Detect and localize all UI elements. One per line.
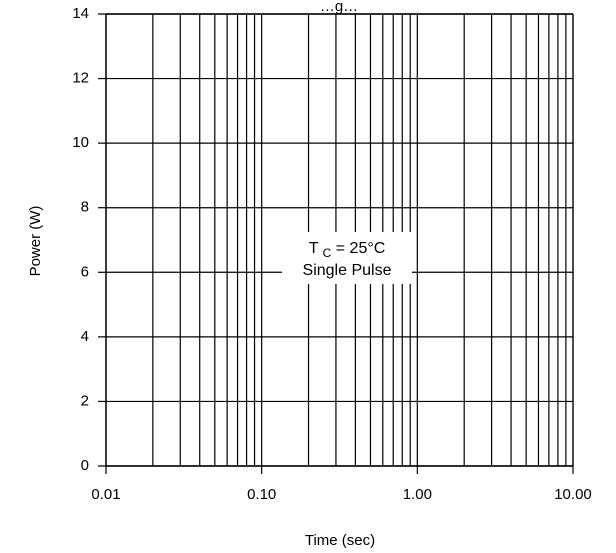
annotation-condition-value: = 25°C bbox=[336, 240, 386, 257]
y-axis-title: Power (W) bbox=[27, 206, 44, 277]
annotation-pulse-type: Single Pulse bbox=[303, 262, 392, 279]
y-tick-label: 8 bbox=[81, 199, 89, 216]
y-tick-label: 6 bbox=[81, 263, 89, 280]
annotation-background bbox=[282, 232, 412, 284]
x-tick-label: 10.00 bbox=[554, 486, 592, 503]
y-tick-label: 12 bbox=[72, 70, 89, 87]
x-tick-label: 0.01 bbox=[91, 486, 120, 503]
annotation-condition: T C = 25°C bbox=[309, 240, 386, 261]
y-tick-label: 0 bbox=[81, 457, 89, 474]
y-tick-label: 2 bbox=[81, 392, 89, 409]
y-tick-label: 10 bbox=[72, 134, 89, 151]
x-tick-label: 1.00 bbox=[403, 486, 432, 503]
annotation-subscript: C bbox=[323, 246, 332, 260]
x-axis-title: Time (sec) bbox=[305, 532, 375, 549]
plot-frame-layer bbox=[98, 13, 574, 474]
tick-label-layer: 0.01 0.10 1.00 10.00 0 2 4 6 8 10 12 14 bbox=[72, 5, 591, 503]
y-tick-label: 4 bbox=[81, 328, 89, 345]
annotation-t-symbol: T bbox=[309, 240, 319, 257]
chart-title: …g… bbox=[320, 0, 358, 15]
x-tick-label: 0.10 bbox=[247, 486, 276, 503]
annotation-group: T C = 25°C Single Pulse bbox=[282, 232, 412, 284]
y-tick-label: 14 bbox=[72, 5, 89, 22]
